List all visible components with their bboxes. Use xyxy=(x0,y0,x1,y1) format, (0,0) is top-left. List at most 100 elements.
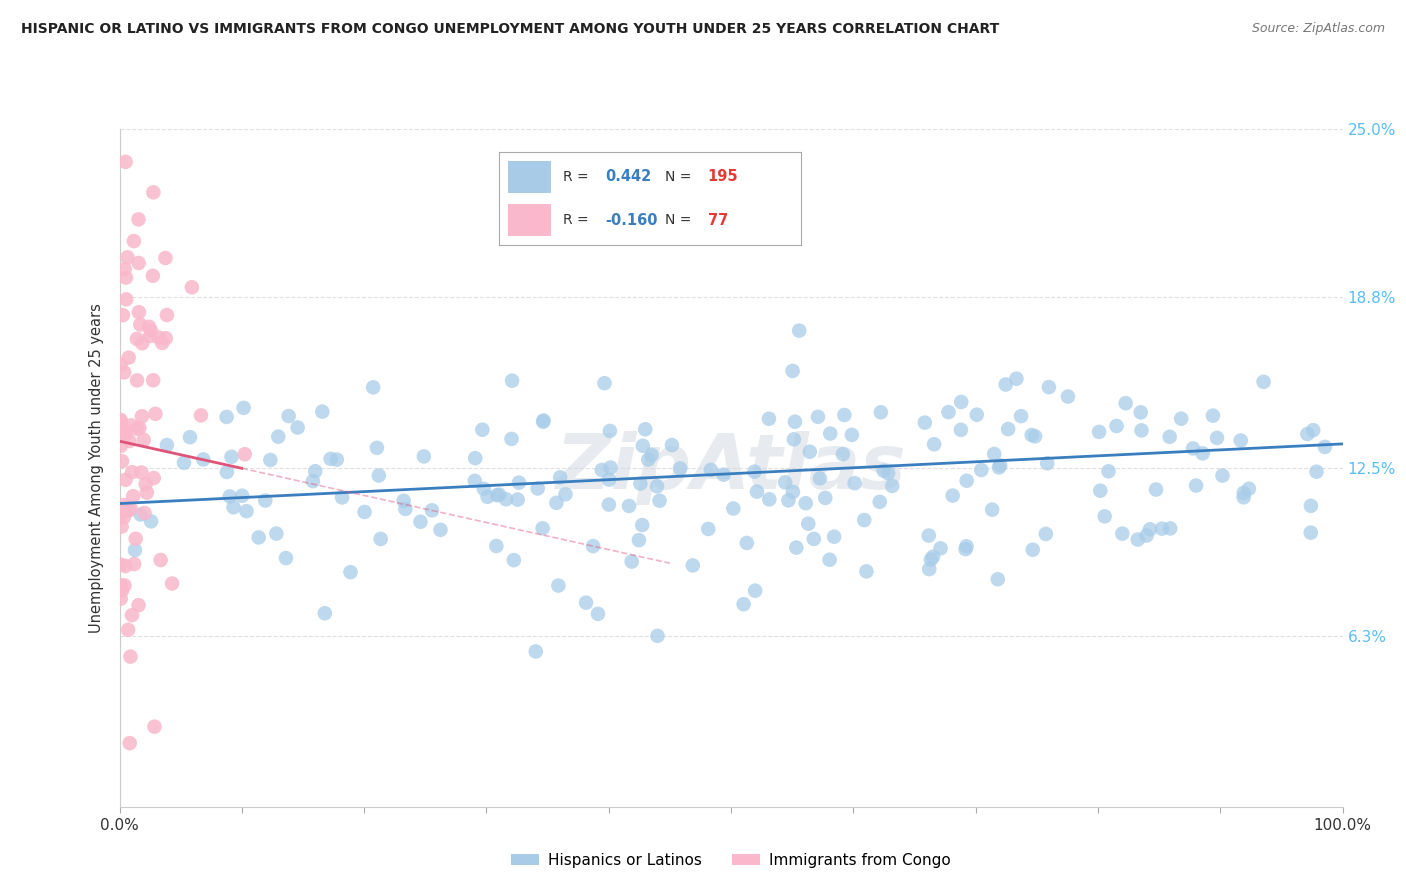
Point xyxy=(218,490,240,504)
Point xyxy=(1185,478,1208,492)
Point xyxy=(471,423,494,437)
Point xyxy=(628,476,651,491)
Point xyxy=(370,532,392,546)
Point xyxy=(120,418,142,433)
Point xyxy=(1024,429,1046,443)
Point xyxy=(110,578,132,592)
Point xyxy=(111,454,134,468)
Point xyxy=(353,505,375,519)
Point xyxy=(1296,427,1319,442)
Point xyxy=(134,506,156,520)
Point xyxy=(929,541,952,556)
Point xyxy=(149,553,172,567)
Point xyxy=(429,523,451,537)
Point xyxy=(142,373,165,387)
Point xyxy=(247,530,270,544)
Point xyxy=(1191,446,1213,460)
Point xyxy=(955,542,977,557)
Point xyxy=(508,475,530,490)
Point xyxy=(713,467,735,482)
Point xyxy=(142,268,165,283)
Point xyxy=(115,293,138,307)
Point xyxy=(125,422,148,436)
Point xyxy=(546,496,568,510)
Bar xyxy=(508,161,551,193)
Point xyxy=(128,421,150,435)
Point xyxy=(118,434,141,448)
Point xyxy=(132,433,155,447)
Point xyxy=(797,516,820,531)
Point xyxy=(173,456,195,470)
Point xyxy=(844,476,866,491)
Text: 195: 195 xyxy=(707,169,738,185)
Point xyxy=(735,536,758,550)
Point xyxy=(1126,533,1149,547)
Point xyxy=(987,460,1010,475)
Point xyxy=(117,623,139,637)
Point xyxy=(117,251,139,265)
Point xyxy=(1313,440,1336,454)
Point xyxy=(785,541,807,555)
Point xyxy=(366,441,388,455)
Point xyxy=(617,499,640,513)
Point xyxy=(783,415,806,429)
Point xyxy=(131,466,153,480)
Point xyxy=(485,539,508,553)
Point xyxy=(648,493,671,508)
Point xyxy=(122,557,145,571)
Point xyxy=(1005,372,1028,386)
Point xyxy=(733,597,755,611)
Point xyxy=(970,463,993,477)
Point xyxy=(647,629,669,643)
Point xyxy=(259,453,281,467)
Point xyxy=(142,471,165,485)
Point xyxy=(1130,423,1153,437)
Point xyxy=(554,487,576,501)
Point xyxy=(125,532,148,546)
Text: N =: N = xyxy=(665,213,692,227)
Point xyxy=(697,522,720,536)
Legend: Hispanics or Latinos, Immigrants from Congo: Hispanics or Latinos, Immigrants from Co… xyxy=(505,847,957,874)
Point xyxy=(1135,528,1157,542)
Point xyxy=(1237,482,1260,496)
Point xyxy=(501,374,523,388)
Point xyxy=(773,475,796,490)
Point xyxy=(524,644,547,658)
Point xyxy=(121,608,143,623)
Point xyxy=(254,493,277,508)
Point xyxy=(1111,526,1133,541)
Point xyxy=(745,484,768,499)
Point xyxy=(128,598,150,612)
Point xyxy=(723,501,745,516)
Point xyxy=(311,404,333,418)
Point xyxy=(1035,527,1057,541)
Point xyxy=(591,463,613,477)
Point xyxy=(575,596,598,610)
Text: -0.160: -0.160 xyxy=(605,212,658,227)
Point xyxy=(135,477,157,491)
Point xyxy=(1206,431,1229,445)
Point xyxy=(640,448,662,462)
Point xyxy=(782,484,804,499)
Point xyxy=(1211,468,1233,483)
Point xyxy=(231,489,253,503)
Point xyxy=(392,493,415,508)
Point xyxy=(855,565,877,579)
Point xyxy=(1129,405,1152,419)
Point xyxy=(669,461,692,475)
Point xyxy=(361,380,384,394)
Point xyxy=(983,447,1005,461)
Text: 0.442: 0.442 xyxy=(605,169,651,185)
Point xyxy=(966,408,988,422)
Point xyxy=(156,308,179,322)
Point xyxy=(922,549,945,564)
Point xyxy=(1305,465,1327,479)
Point xyxy=(267,430,290,444)
Point xyxy=(128,256,150,270)
Point xyxy=(637,452,659,467)
Point xyxy=(235,504,257,518)
Point xyxy=(794,496,817,510)
Point xyxy=(1299,499,1322,513)
Point xyxy=(1253,375,1275,389)
Point xyxy=(758,492,780,507)
